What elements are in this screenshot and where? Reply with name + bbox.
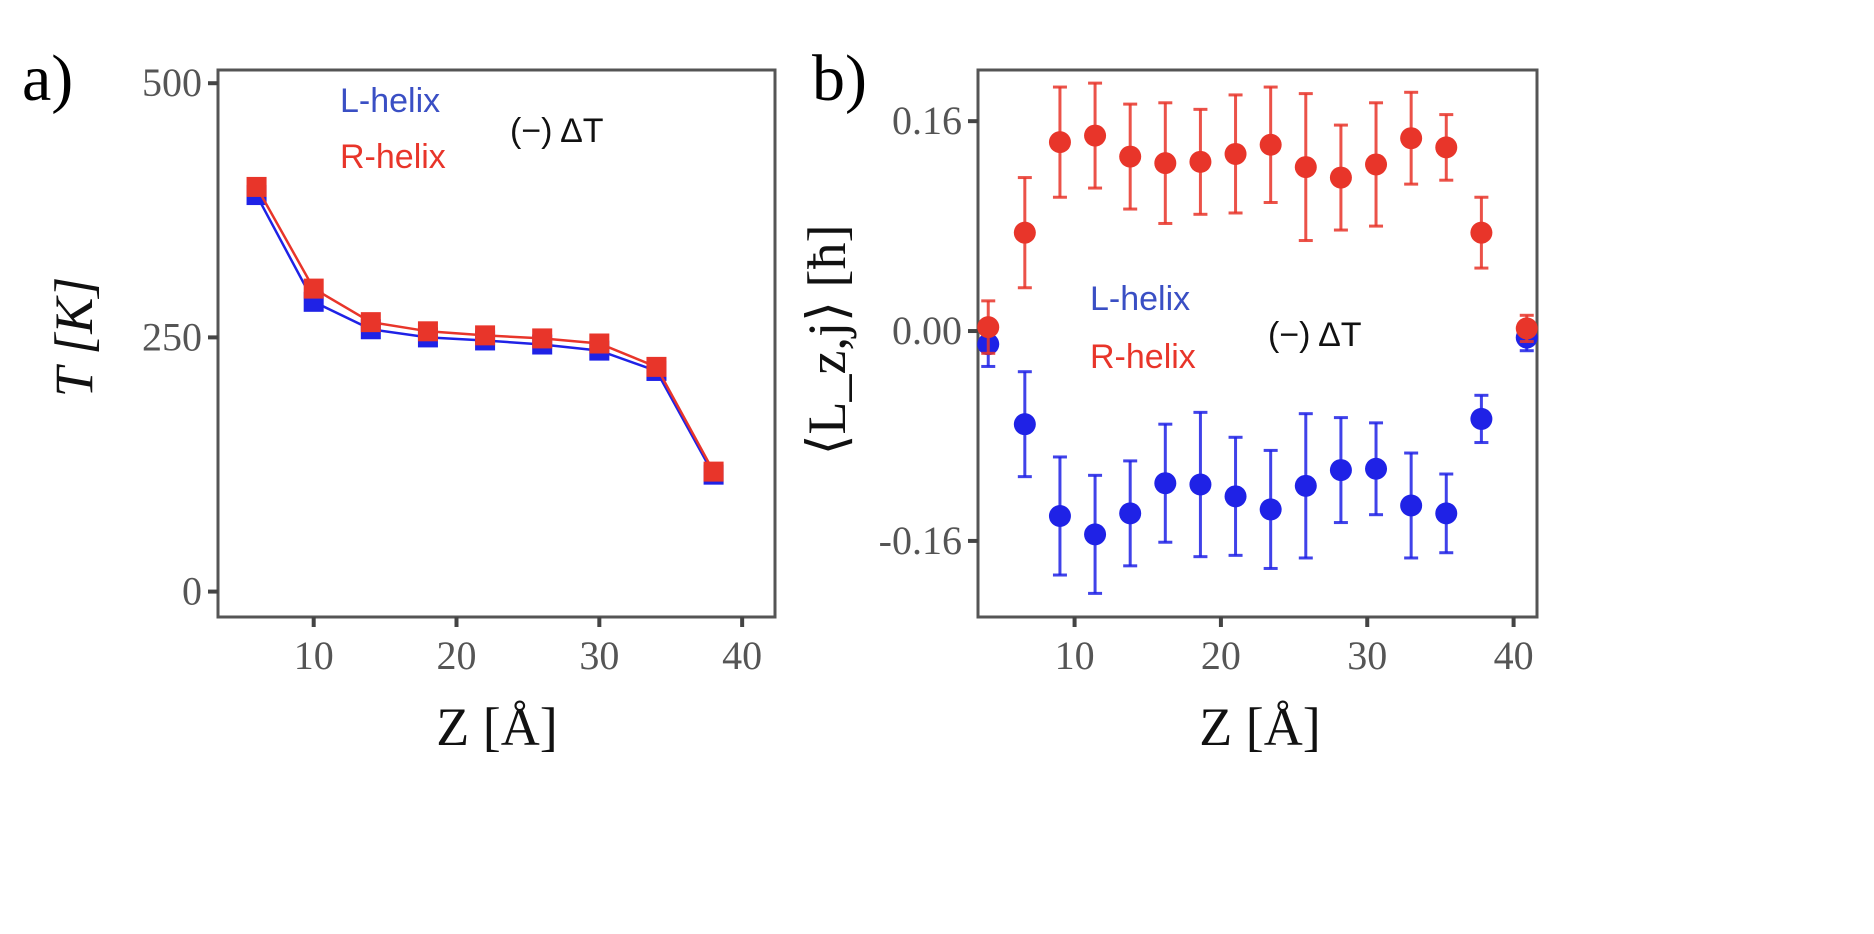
panel-a-legend-l-helix: L-helix [340, 82, 440, 120]
panel-b-r-helix-point [1294, 156, 1317, 179]
panel-a-r-helix-point [246, 176, 267, 197]
panel-b-r-helix-point [1048, 131, 1071, 154]
panel-b-r-helix-point [1365, 153, 1388, 176]
panel-b-l-helix-point [1224, 485, 1247, 508]
panel-b-l-helix-point [1365, 457, 1388, 480]
panel-b-x-tick-label: 30 [1347, 633, 1387, 678]
panel-a-x-axis-label: Z [Å] [436, 697, 557, 757]
panel-b-y-tick-label: 0.00 [892, 308, 962, 353]
panel-a-y-tick-label: 500 [142, 60, 202, 105]
panel-a-r-helix-point [303, 278, 324, 299]
panel-b-l-helix-point [1470, 407, 1493, 430]
panel-a-legend-r-helix: R-helix [340, 138, 446, 176]
panel-a-marks [246, 176, 724, 485]
panel-a-r-helix-point [703, 461, 724, 482]
panel-b-y-tick-label: 0.16 [892, 98, 962, 143]
panel-b-r-helix-point [1154, 152, 1177, 175]
panel-b-l-helix-point [1189, 473, 1212, 496]
panel-b-legend-r-helix: R-helix [1090, 338, 1196, 376]
panel-b-r-helix-point [977, 316, 1000, 339]
panel-b-l-helix-point [1154, 472, 1177, 495]
panel-a-annotation: (−) ΔT [510, 112, 604, 150]
panel-b-r-helix-point [1435, 136, 1458, 159]
panel-b-l-helix-point [1400, 494, 1423, 517]
panel-a-label: a) [22, 42, 73, 115]
panel-a: a) 10 20 30 40 0 250 500 L-helix R-helix (−) Δ… [22, 42, 777, 757]
panel-b-y-axis-label: ⟨L_z,j⟩ [ħ] [797, 224, 857, 455]
panel-a-x-tick-label: 20 [437, 633, 477, 678]
panel-a-plot-frame [216, 68, 777, 619]
panel-b-l-helix-point [1329, 459, 1352, 482]
panel-b-l-helix-point [1435, 502, 1458, 525]
panel-b-x-tick-label: 20 [1201, 633, 1241, 678]
panel-b-r-helix-point [1013, 221, 1036, 244]
panel-b-l-helix-point [1013, 413, 1036, 436]
panel-a-r-helix-point [475, 325, 496, 346]
panel-b-r-helix-point [1224, 142, 1247, 165]
panel-b-y-tick-label: -0.16 [879, 518, 962, 563]
panel-b-r-helix-point [1470, 221, 1493, 244]
panel-a-r-helix-point [646, 356, 667, 377]
panel-a-r-helix-point [532, 328, 553, 349]
panel-b-l-helix-point [1084, 523, 1107, 546]
panel-b-r-helix-point [1515, 317, 1538, 340]
panel-b-x-axis-label: Z [Å] [1199, 697, 1320, 757]
panel-a-r-helix-point [589, 333, 610, 354]
panel-b-l-helix-point [1259, 498, 1282, 521]
panel-a-y-tick-label: 250 [142, 314, 202, 359]
panel-b-annotation: (−) ΔT [1268, 316, 1362, 354]
panel-b-marks [977, 81, 1538, 595]
panel-b-x-tick-label: 40 [1494, 633, 1534, 678]
panel-a-ticks: 10 20 30 40 0 250 500 [142, 60, 762, 678]
panel-b-label: b) [812, 42, 867, 115]
panel-b-r-helix-point [1329, 166, 1352, 189]
panel-a-x-tick-label: 10 [294, 633, 334, 678]
panel-a-y-axis-label: T [K] [44, 277, 104, 398]
panel-a-x-tick-label: 30 [579, 633, 619, 678]
panel-b-ticks: 10 20 30 40 -0.16 0.00 0.16 [879, 98, 1534, 678]
panel-a-r-helix-point [360, 312, 381, 333]
panel-b-r-helix-point [1189, 150, 1212, 173]
panel-b-l-helix-point [1048, 504, 1071, 527]
panel-a-r-helix-point [417, 321, 438, 342]
panel-b-l-helix-point [1119, 502, 1142, 525]
panel-a-x-tick-label: 40 [722, 633, 762, 678]
panel-b-r-helix-point [1119, 145, 1142, 168]
panel-b-l-helix-point [1294, 474, 1317, 497]
panel-b-r-helix-point [1259, 133, 1282, 156]
panel-a-y-tick-label: 0 [182, 569, 202, 614]
panel-b-x-tick-label: 10 [1055, 633, 1095, 678]
panel-b-legend-l-helix: L-helix [1090, 280, 1190, 318]
panel-b: b) 10 20 30 40 -0.16 0.00 0.16 L-helix R-helix… [797, 42, 1539, 757]
panel-b-r-helix-point [1400, 127, 1423, 150]
panel-b-r-helix-point [1084, 124, 1107, 147]
